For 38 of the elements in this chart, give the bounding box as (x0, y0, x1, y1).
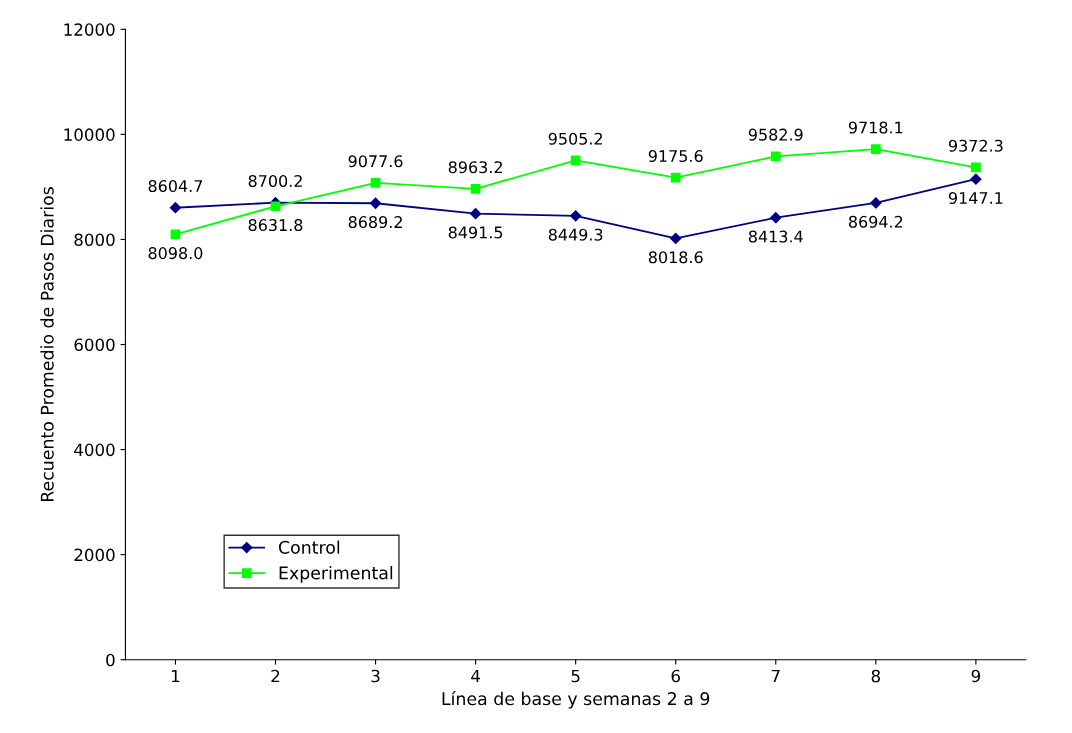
data-label: 8449.3 (548, 228, 603, 241)
y-tick-label: 2000 (74, 548, 115, 562)
legend-label: Control (278, 540, 340, 554)
data-label: 8098.0 (148, 247, 203, 260)
data-label: 9175.6 (648, 150, 703, 163)
data-label: 8018.6 (648, 251, 703, 264)
y-tick-label: 4000 (74, 443, 115, 457)
x-tick-label: 4 (471, 669, 480, 683)
data-label: 8963.2 (448, 161, 502, 174)
data-label: 8491.5 (448, 226, 503, 239)
data-label: 9147.1 (948, 191, 1003, 205)
x-tick-label: 6 (671, 669, 680, 683)
x-tick-label: 7 (771, 669, 780, 683)
x-tick-label: 5 (571, 669, 580, 683)
data-label: 8604.7 (148, 180, 203, 193)
y-tick-label: 0 (106, 653, 115, 667)
data-label: 9505.2 (548, 132, 603, 145)
y-tick-label: 8000 (74, 233, 115, 247)
data-label: 8694.2 (848, 215, 903, 228)
x-tick-label: 1 (171, 669, 180, 683)
data-label: 9372.3 (948, 139, 1003, 152)
data-label: 9077.6 (348, 155, 403, 168)
data-label: 8689.2 (348, 216, 402, 229)
legend-label: Experimental (279, 565, 393, 583)
data-label: 8413.4 (748, 230, 803, 243)
x-axis-title: Línea de base y semanas 2 a 9 (442, 691, 710, 709)
y-tick-label: 12000 (64, 23, 115, 36)
data-label: 8631.8 (248, 219, 303, 232)
y-tick-label: 6000 (74, 338, 115, 352)
data-label: 9718.1 (848, 121, 903, 134)
y-axis-title: Recuento Promedio de Pasos Diarios (40, 187, 54, 502)
data-label: 9582.9 (748, 128, 803, 141)
y-tick-label: 10000 (64, 128, 115, 141)
x-tick-label: 2 (271, 669, 280, 683)
x-tick-label: 3 (371, 669, 380, 683)
x-tick-label: 8 (871, 669, 880, 683)
x-tick-label: 9 (971, 669, 981, 683)
data-label: 8700.2 (248, 174, 302, 188)
